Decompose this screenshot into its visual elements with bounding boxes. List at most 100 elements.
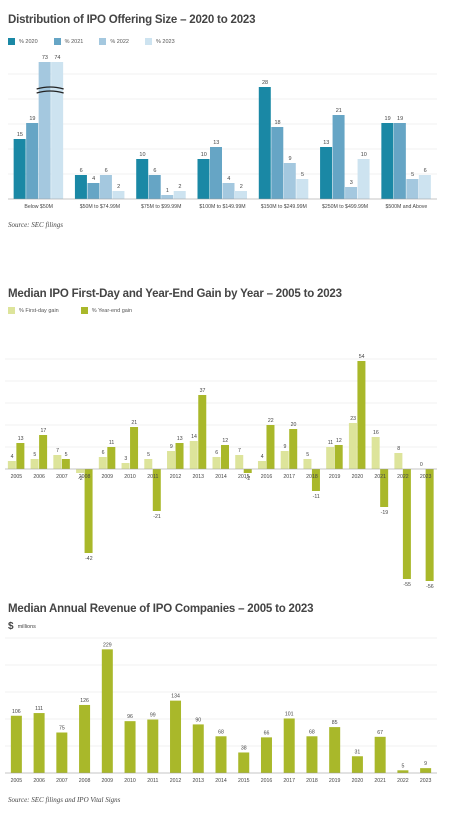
chart2-legend: % First-day gain % Year-end gain: [8, 307, 132, 314]
bar-2022-75m-to-99-99m: [161, 195, 174, 199]
bar-2021-150m-to-249-99m: [271, 127, 284, 199]
bar-revenue-2009: [101, 649, 113, 773]
bar-revenue-2014: [215, 736, 227, 773]
bar-year-end-gain-2008: [84, 469, 93, 553]
bar-2023-100m-to-149-99m: [235, 191, 247, 199]
bar-revenue-2012: [170, 700, 182, 773]
data-label-year-end-gain-2022: -55: [403, 582, 411, 588]
year-label-2011: 2011: [147, 778, 158, 784]
year-label-2021: 2021: [374, 778, 386, 784]
year-label-2022: 2022: [397, 778, 409, 784]
data-label-2020-100m-to-149-99m: 10: [201, 152, 207, 158]
chart3-unit: $ millions: [8, 621, 36, 632]
data-label-first-day-gain-2009: 6: [102, 450, 105, 456]
bar-year-end-gain-2021: [380, 469, 389, 507]
bar-first-day-gain-2016: [257, 461, 266, 469]
year-label-2017: 2017: [283, 778, 295, 784]
bar-revenue-2013: [192, 724, 204, 773]
year-label-2005: 2005: [11, 474, 23, 480]
data-label-year-end-gain-2014: 12: [222, 438, 228, 444]
data-label-2022-75m-to-99-99m: 1: [166, 188, 169, 194]
bar-2022-150m-to-249-99m: [283, 163, 296, 199]
bar-first-day-gain-2014: [212, 457, 221, 469]
chart3-source: Source: SEC filings and IPO Vital Signs: [8, 796, 121, 804]
legend-swatch-first-day: [8, 307, 15, 314]
data-label-revenue-2008: 126: [80, 698, 89, 704]
data-label-2020-500m-and-above: 19: [385, 116, 391, 122]
data-label-revenue-2010: 96: [127, 714, 133, 720]
bar-revenue-2019: [329, 727, 341, 773]
data-label-revenue-2021: 67: [377, 730, 383, 736]
bar-year-end-gain-2007: [61, 459, 70, 469]
data-label-year-end-gain-2021: -19: [381, 510, 389, 516]
year-label-2014: 2014: [215, 474, 227, 480]
data-label-year-end-gain-2011: -21: [153, 514, 161, 520]
bar-2023-150m-to-249-99m: [296, 179, 309, 199]
legend-swatch-2023: [144, 38, 152, 45]
year-label-2016: 2016: [261, 474, 273, 480]
chart2-title: Median IPO First-Day and Year-End Gain b…: [8, 288, 342, 300]
legend-swatch-2021: [53, 38, 61, 45]
data-label-2021-150m-to-249-99m: 18: [274, 120, 280, 126]
year-label-2012: 2012: [170, 778, 182, 784]
year-label-2008: 2008: [79, 474, 91, 480]
data-label-first-day-gain-2019: 11: [328, 440, 333, 446]
year-label-2013: 2013: [192, 778, 204, 784]
bar-first-day-gain-2021: [371, 437, 380, 469]
data-label-2023-50m-to-74-99m: 2: [117, 184, 120, 190]
bar-year-end-gain-2017: [289, 429, 298, 469]
data-label-2020-below-50m: 15: [17, 132, 23, 138]
bar-revenue-2006: [33, 713, 45, 773]
chart3-plot: 106 2005 111 2006 75 2007 126 2008 229 2009 96 2010…: [5, 637, 437, 784]
data-label-2022-100m-to-149-99m: 4: [227, 176, 230, 182]
bar-revenue-2010: [124, 721, 136, 773]
data-label-first-day-gain-2015: 7: [238, 448, 241, 454]
data-label-revenue-2022: 5: [401, 763, 404, 769]
data-label-year-end-gain-2019: 12: [336, 438, 342, 444]
data-label-revenue-2016: 66: [264, 730, 270, 736]
year-label-2022: 2022: [397, 474, 409, 480]
data-label-year-end-gain-2020: 54: [359, 354, 365, 360]
bar-first-day-gain-2015: [235, 455, 244, 469]
bar-revenue-2020: [351, 756, 363, 773]
bar-first-day-gain-2019: [326, 447, 335, 469]
bar-2020-50m-to-74-99m: [74, 175, 87, 199]
bar-year-end-gain-2020: [357, 361, 366, 469]
bar-year-end-gain-2006: [39, 435, 48, 469]
bar-2020-150m-to-249-99m: [258, 87, 271, 199]
bar-2022-500m-and-above: [406, 179, 419, 199]
legend-swatch-2022: [99, 38, 107, 45]
year-label-2015: 2015: [238, 474, 250, 480]
legend-label-2020: % 2020: [19, 38, 38, 45]
year-label-2016: 2016: [261, 778, 273, 784]
bar-2021-100m-to-149-99m: [210, 147, 222, 199]
bar-revenue-2008: [79, 704, 91, 773]
data-label-2021-250m-to-499-99m: 21: [336, 108, 342, 114]
data-label-2022-500m-and-above: 5: [411, 172, 414, 178]
data-label-year-end-gain-2018: -11: [313, 494, 320, 500]
year-label-2009: 2009: [102, 474, 114, 480]
data-label-first-day-gain-2010: 3: [124, 456, 127, 462]
data-label-2020-75m-to-99-99m: 10: [139, 152, 145, 158]
data-label-2021-50m-to-74-99m: 4: [92, 176, 95, 182]
data-label-first-day-gain-2005: 4: [11, 454, 14, 460]
year-label-2010: 2010: [124, 778, 136, 784]
data-label-revenue-2018: 68: [309, 729, 315, 735]
data-label-first-day-gain-2012: 9: [170, 444, 173, 450]
year-label-2023: 2023: [420, 778, 432, 784]
data-label-year-end-gain-2008: -42: [85, 556, 93, 562]
data-label-year-end-gain-2023: -56: [426, 584, 434, 590]
category-label-150m-to-249-99m: $150M to $249.99M: [261, 204, 307, 210]
bar-2023-75m-to-99-99m: [173, 191, 186, 199]
data-label-2020-150m-to-249-99m: 28: [262, 80, 268, 86]
bar-year-end-gain-2010: [130, 427, 139, 469]
category-label-75m-to-99-99m: $75M to $99.99M: [141, 204, 181, 210]
category-label-500m-and-above: $500M and Above: [385, 204, 427, 210]
chart3-unit-symbol: $: [8, 621, 14, 632]
data-label-first-day-gain-2008: -2: [78, 476, 83, 482]
year-label-2009: 2009: [102, 778, 114, 784]
bar-2021-75m-to-99-99m: [148, 175, 161, 199]
data-label-first-day-gain-2007: 7: [56, 448, 59, 454]
bar-year-end-gain-2019: [334, 445, 343, 469]
bar-revenue-2023: [420, 768, 432, 773]
